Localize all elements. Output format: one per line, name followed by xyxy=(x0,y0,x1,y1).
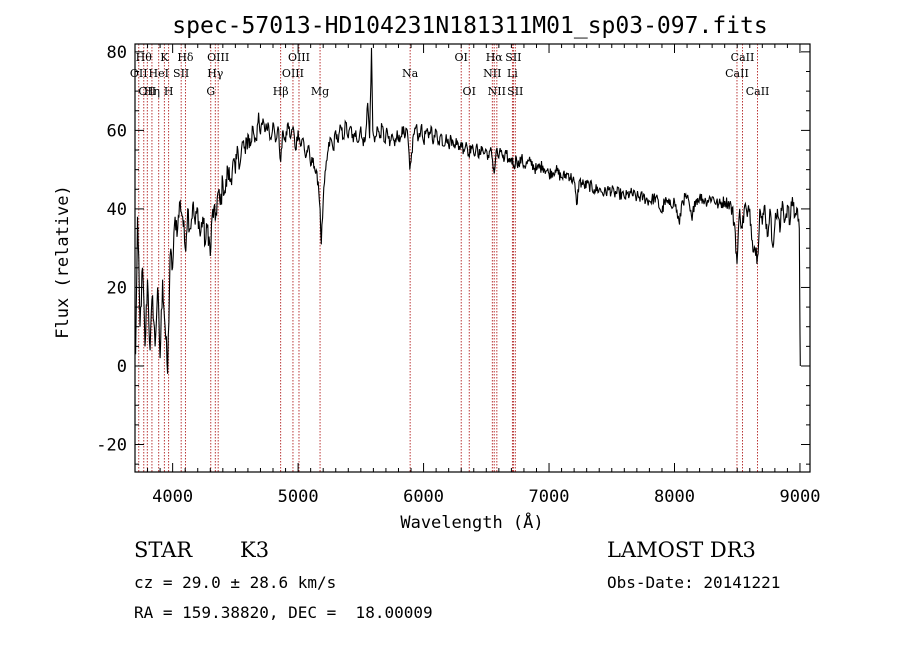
spectral-line-label: Na xyxy=(402,67,419,80)
spectral-line-labels: OIIHθOIIHηHeIKHSIIHδGHγOIIIHβOIIIOIIIMgN… xyxy=(130,51,769,98)
y-tick-label: 20 xyxy=(107,278,127,298)
spectral-line-label: K xyxy=(160,51,169,64)
x-tick-label: 9000 xyxy=(779,487,820,507)
spectral-line-label: OII xyxy=(138,85,156,98)
spectral-line-label: CaII xyxy=(746,85,770,98)
spectral-line-label: OI xyxy=(463,85,476,98)
y-axis-label: Flux (relative) xyxy=(53,185,73,339)
spectral-line-label: G xyxy=(206,85,215,98)
chart-title: spec-57013-HD104231N181311M01_sp03-097.f… xyxy=(172,13,767,39)
redshift-info: cz = 29.0 ± 28.6 km/s xyxy=(134,573,337,592)
spectral-line-label: Li xyxy=(507,67,518,80)
obs-date-info: Obs-Date: 20141221 xyxy=(607,573,781,592)
plot-frame xyxy=(134,43,811,473)
spectral-line-label: Hη xyxy=(144,85,160,98)
survey-name: LAMOST DR3 xyxy=(607,538,756,562)
spectral-line-label: Hα xyxy=(486,51,504,64)
x-tick-label: 6000 xyxy=(403,487,444,507)
spectral-line-markers xyxy=(138,44,759,472)
spectral-line-label: Hγ xyxy=(207,67,224,80)
x-tick-label: 8000 xyxy=(654,487,695,507)
spectral-line-label: OII xyxy=(130,67,148,80)
spectral-line-label: SII xyxy=(173,67,189,80)
object-subclass: K3 xyxy=(240,538,270,562)
y-tick-label: -20 xyxy=(96,436,127,456)
spectral-line-label: Hβ xyxy=(273,85,289,98)
spectral-line-label: NII xyxy=(483,67,501,80)
object-class: STAR xyxy=(134,538,193,562)
x-tick-label: 4000 xyxy=(152,487,193,507)
spectrum-line xyxy=(135,47,801,374)
x-tick-label: 7000 xyxy=(529,487,570,507)
x-axis-ticks: 4000 5000 6000 7000 8000 9000 xyxy=(134,44,820,507)
spectral-line-label: Hθ xyxy=(136,51,153,64)
y-axis-ticks: -20 0 20 40 60 80 xyxy=(96,43,810,465)
y-tick-label: 0 xyxy=(117,357,127,377)
spectral-line-label: NII xyxy=(488,85,506,98)
spectral-line-label: CaII xyxy=(731,51,755,64)
x-axis-label: Wavelength (Å) xyxy=(400,511,543,533)
y-tick-label: 60 xyxy=(107,121,127,141)
y-tick-label: 40 xyxy=(107,200,127,220)
coordinates-info: RA = 159.38820, DEC = 18.00009 xyxy=(134,603,433,622)
spectral-line-label: SII xyxy=(505,51,521,64)
x-tick-label: 5000 xyxy=(278,487,319,507)
y-tick-label: 80 xyxy=(107,43,127,63)
spectral-line-label: OI xyxy=(455,51,468,64)
spectral-line-label: Mg xyxy=(311,85,329,98)
spectral-line-label: H xyxy=(164,85,174,98)
spectral-line-label: HeI xyxy=(148,67,168,80)
spectral-line-label: OIII xyxy=(282,67,304,80)
spectral-line-label: OIII xyxy=(207,51,229,64)
spectral-line-label: CaII xyxy=(725,67,749,80)
spectral-line-label: OIII xyxy=(288,51,310,64)
spectral-line-label: SII xyxy=(507,85,523,98)
spectral-line-label: Hδ xyxy=(177,51,194,64)
